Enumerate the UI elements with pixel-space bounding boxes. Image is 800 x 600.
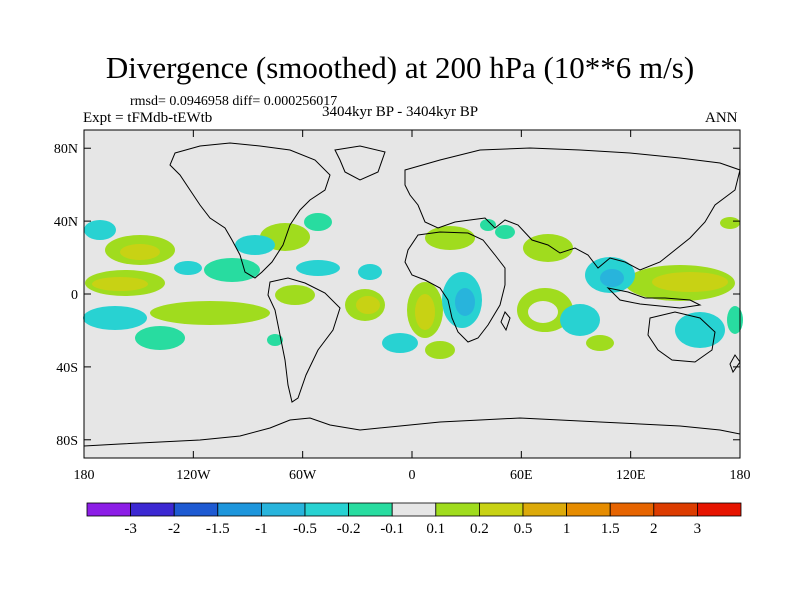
coastlines bbox=[83, 142, 741, 447]
colorbar-swatch bbox=[609, 502, 655, 517]
colorbar-swatch bbox=[566, 502, 611, 517]
field-patch bbox=[135, 326, 185, 350]
field-patch bbox=[528, 301, 558, 323]
field-patch bbox=[267, 334, 283, 346]
colorbar-swatch bbox=[391, 502, 437, 517]
longitude-axis: 180 120W 60W 0 60E 120E 180 bbox=[74, 130, 751, 483]
field-patch bbox=[495, 225, 515, 239]
colorbar-swatch bbox=[304, 502, 349, 517]
field-patch bbox=[92, 277, 148, 291]
colorbar-label: -3 bbox=[124, 521, 137, 537]
coastline-new-zealand bbox=[729, 354, 741, 374]
colorbar-swatch bbox=[653, 502, 698, 517]
field-patch bbox=[235, 235, 275, 255]
lon-tick-label: 60W bbox=[289, 468, 317, 483]
colorbar-label: -0.2 bbox=[337, 521, 361, 537]
season-label: ANN bbox=[705, 110, 738, 126]
colorbar-label: -1.5 bbox=[206, 521, 230, 537]
lon-tick-label: 60E bbox=[510, 468, 533, 483]
colorbar-swatch bbox=[348, 502, 393, 517]
colorbar-label: -1 bbox=[255, 521, 268, 537]
lon-tick-label: 0 bbox=[409, 468, 416, 483]
coastline-maritime-continent bbox=[606, 287, 702, 309]
lat-tick-label: 40N bbox=[54, 215, 78, 230]
coastline-australia bbox=[647, 311, 716, 363]
lat-tick-label: 40S bbox=[56, 361, 78, 376]
coastline-africa bbox=[404, 231, 506, 343]
colorbar-swatch bbox=[697, 502, 742, 517]
field-patch bbox=[600, 269, 624, 287]
field-patch bbox=[675, 312, 725, 348]
colorbar-swatch bbox=[130, 502, 175, 517]
colorbar-swatch bbox=[173, 502, 219, 517]
field-patch bbox=[586, 335, 614, 351]
field-patch bbox=[560, 304, 600, 336]
field-patch bbox=[425, 226, 475, 250]
field-patch bbox=[356, 296, 380, 314]
colorbar-label: 0.1 bbox=[426, 521, 445, 537]
lon-tick-label: 180 bbox=[74, 468, 95, 483]
lat-tick-label: 80S bbox=[56, 434, 78, 449]
colorbar-swatch bbox=[217, 502, 262, 517]
latitude-axis: 80N 40N 0 40S 80S bbox=[54, 142, 740, 449]
plot-title: Divergence (smoothed) at 200 hPa (10**6 … bbox=[105, 50, 695, 85]
field-patch bbox=[415, 294, 435, 330]
colorbar-label: 1 bbox=[563, 521, 571, 537]
colorbar-label: 2 bbox=[650, 521, 658, 537]
field-patch bbox=[304, 213, 332, 231]
field-patch bbox=[83, 306, 147, 330]
coastline-north-america bbox=[169, 142, 331, 279]
coastline-greenland bbox=[334, 145, 386, 181]
colorbar-label: -2 bbox=[168, 521, 181, 537]
colorbar-swatch bbox=[435, 502, 480, 517]
colorbar: -3 -2 -1.5 -1 -0.5 -0.2 -0.1 0.1 0.2 0.5 1 1.5 2 3 bbox=[86, 502, 742, 537]
colorbar-label: 1.5 bbox=[601, 521, 620, 537]
colorbar-label: 0.2 bbox=[470, 521, 489, 537]
lat-tick-label: 0 bbox=[71, 288, 78, 303]
field-patch bbox=[275, 285, 315, 305]
colorbar-swatch bbox=[522, 502, 567, 517]
colorbar-swatch bbox=[260, 502, 306, 517]
colorbar-label: 3 bbox=[694, 521, 702, 537]
field-patch bbox=[652, 272, 728, 292]
coastline-madagascar bbox=[500, 311, 511, 332]
experiment-label: Expt = tFMdb-tEWtb bbox=[83, 110, 213, 126]
lon-tick-label: 180 bbox=[730, 468, 751, 483]
field-patch bbox=[120, 244, 160, 260]
stats-label: rmsd= 0.0946958 diff= 0.000256017 bbox=[130, 94, 338, 109]
field-patch bbox=[204, 258, 260, 282]
lat-tick-label: 80N bbox=[54, 142, 78, 157]
colorbar-label: -0.5 bbox=[293, 521, 317, 537]
colorbar-swatch bbox=[478, 502, 524, 517]
colorbar-label: -0.1 bbox=[380, 521, 404, 537]
coastline-antarctica bbox=[83, 417, 741, 447]
field-patch bbox=[174, 261, 202, 275]
field-patch bbox=[150, 301, 270, 325]
field-patch bbox=[455, 288, 475, 316]
lon-tick-label: 120E bbox=[616, 468, 646, 483]
period-label: 3404kyr BP - 3404kyr BP bbox=[322, 104, 479, 120]
colorbar-swatch bbox=[86, 502, 131, 517]
lon-tick-label: 120W bbox=[176, 468, 211, 483]
field-patch bbox=[727, 306, 743, 334]
divergence-field bbox=[83, 213, 743, 359]
field-patch bbox=[296, 260, 340, 276]
field-patch bbox=[84, 220, 116, 240]
coastline-south-america bbox=[267, 277, 341, 403]
field-patch bbox=[425, 341, 455, 359]
colorbar-label: 0.5 bbox=[514, 521, 533, 537]
coastline-eurasia bbox=[404, 147, 741, 271]
field-patch bbox=[382, 333, 418, 353]
field-patch bbox=[720, 217, 740, 229]
field-patch bbox=[358, 264, 382, 280]
field-patch bbox=[480, 219, 496, 231]
